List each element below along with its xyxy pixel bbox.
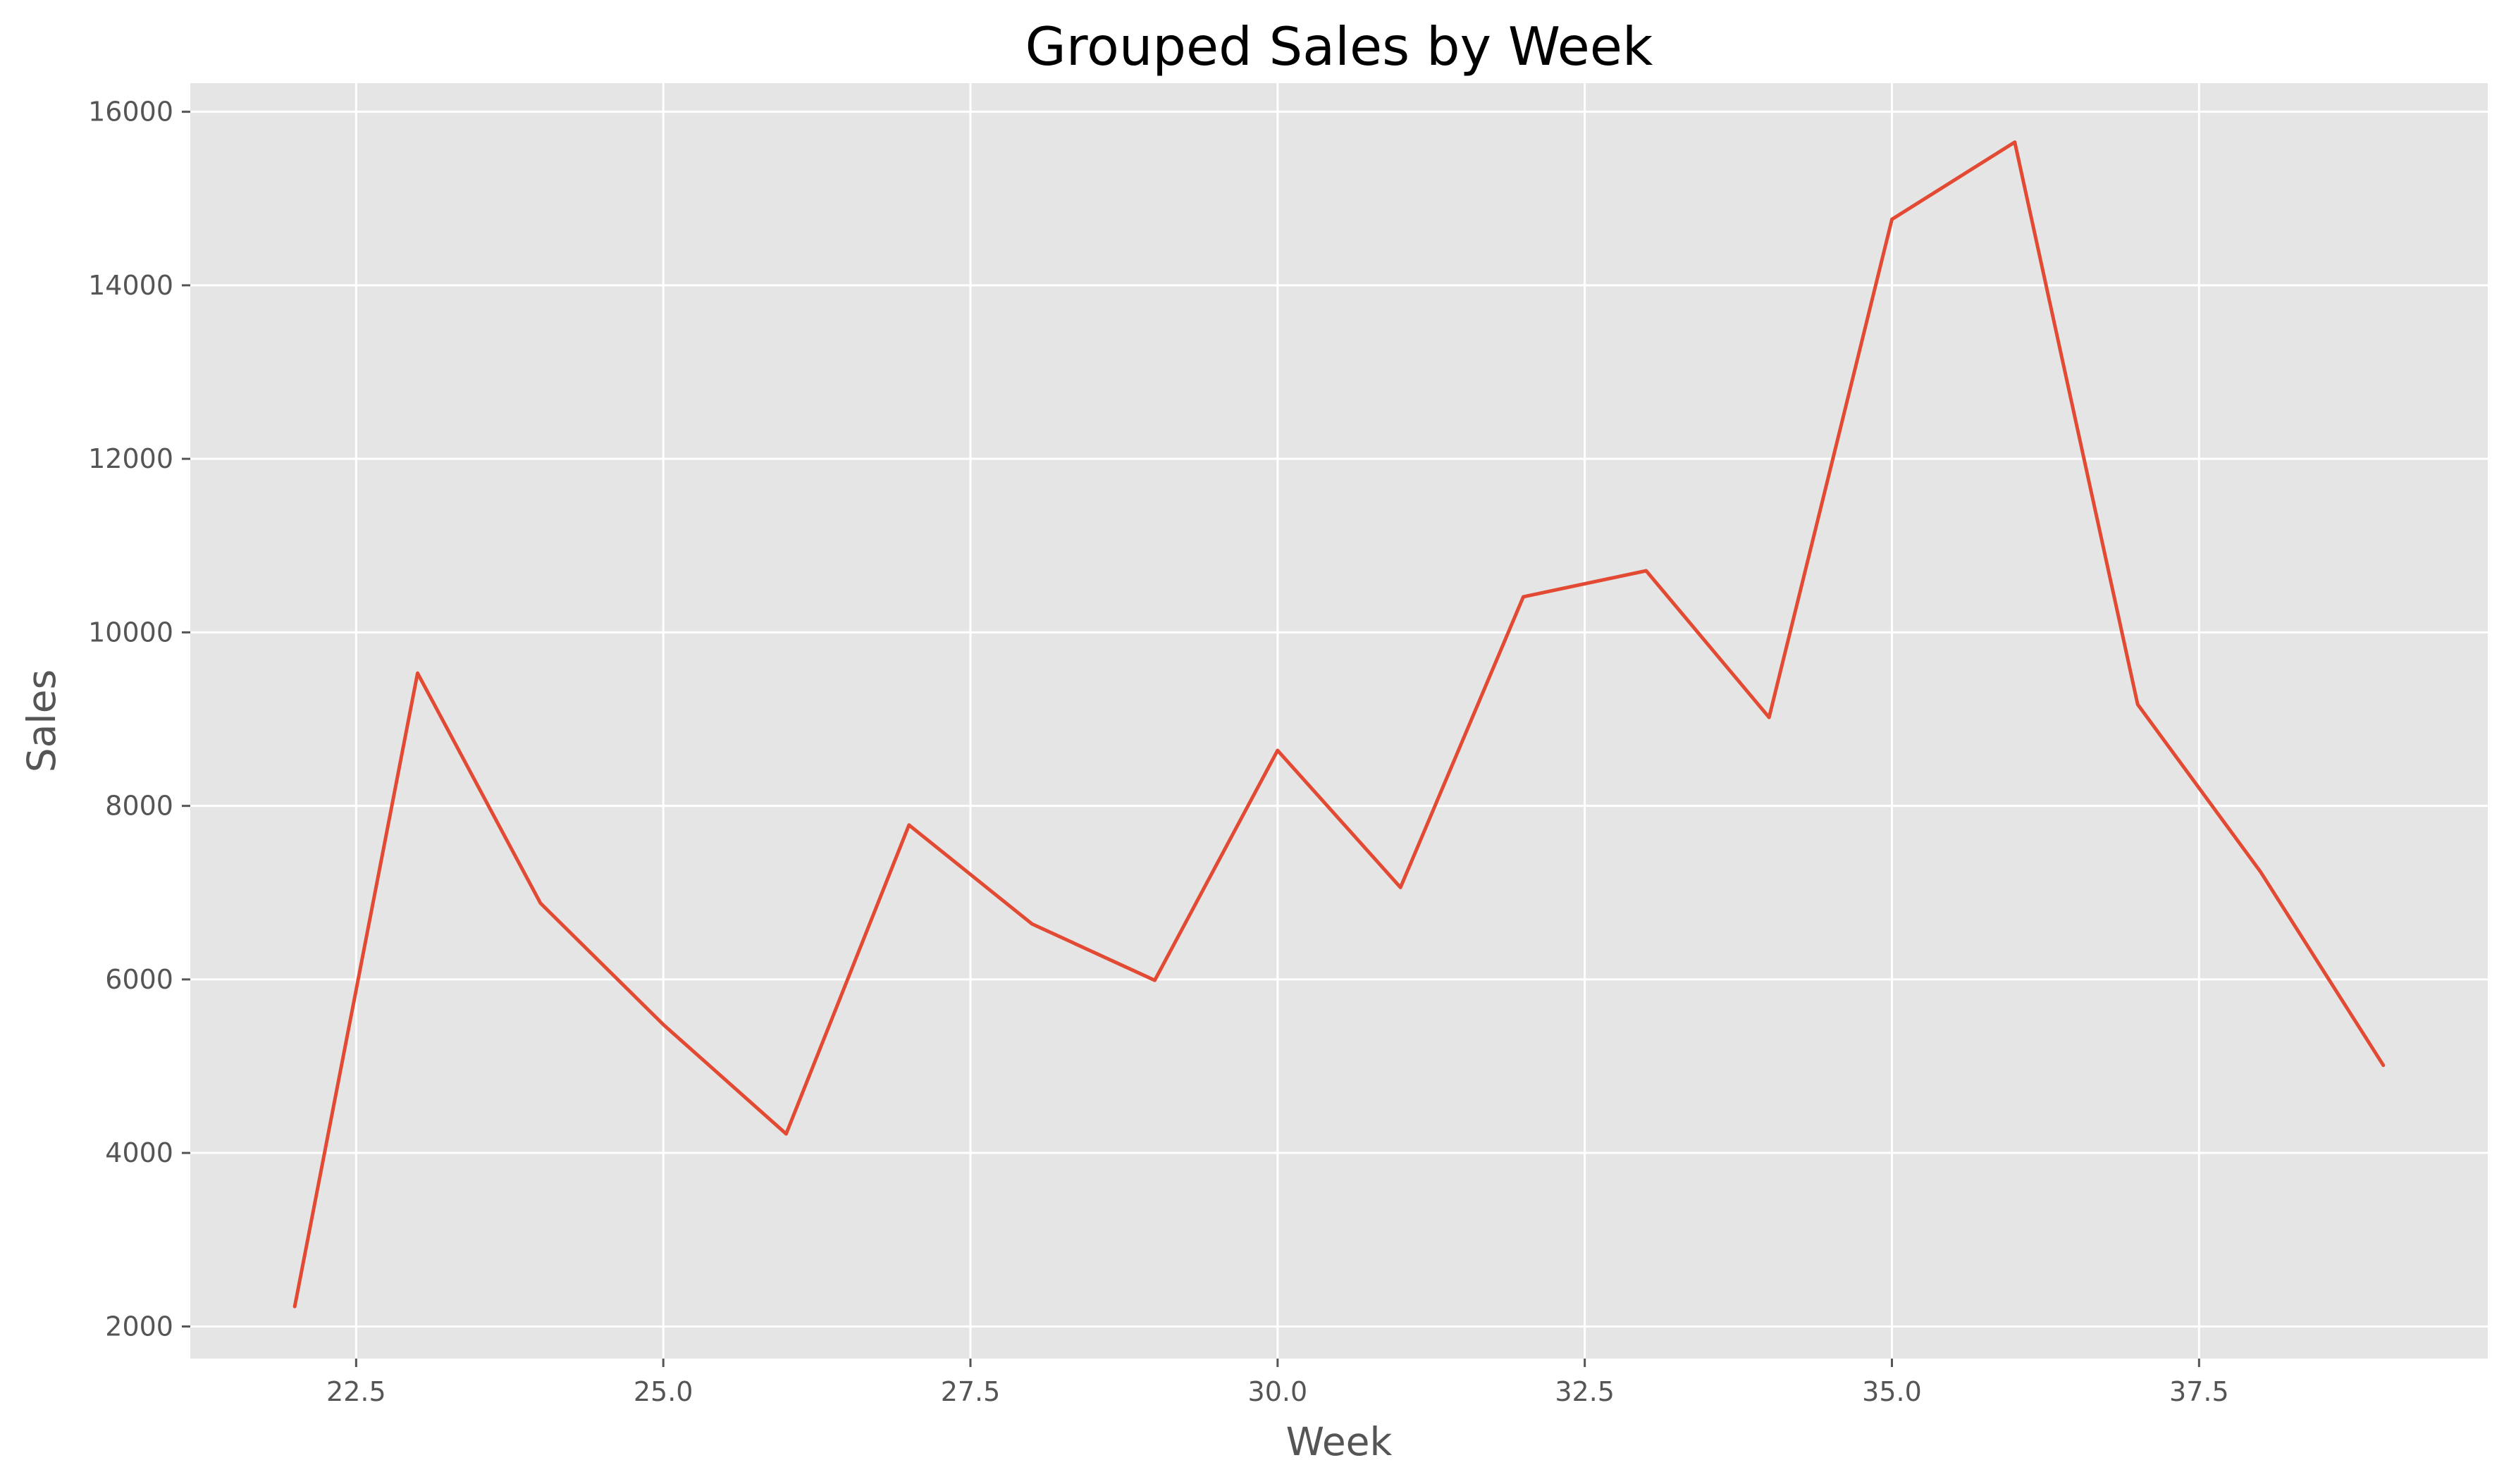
y-tick-label: 6000 bbox=[105, 964, 173, 995]
y-grid bbox=[190, 111, 2488, 1328]
y-tick-label: 4000 bbox=[105, 1137, 173, 1168]
x-tick-label: 27.5 bbox=[941, 1376, 1001, 1407]
y-tick-label: 10000 bbox=[88, 617, 173, 648]
x-axis-label: Week bbox=[1286, 1419, 1393, 1464]
x-grid bbox=[354, 83, 2200, 1359]
sales-series-line bbox=[292, 140, 2386, 1309]
y-tick-label: 14000 bbox=[88, 270, 173, 301]
y-tick-label: 8000 bbox=[105, 791, 173, 822]
x-tick-label: 25.0 bbox=[634, 1376, 693, 1407]
x-tick-label: 30.0 bbox=[1248, 1376, 1308, 1407]
y-tick-label: 16000 bbox=[88, 97, 173, 128]
y-axis: 2000 4000 6000 8000 10000 12000 14000 16000 bbox=[88, 97, 190, 1342]
plot-area bbox=[190, 83, 2488, 1359]
x-tick-label: 37.5 bbox=[2169, 1376, 2229, 1407]
x-axis: 22.5 25.0 27.5 30.0 32.5 35.0 37.5 bbox=[326, 1359, 2229, 1407]
y-tick-label: 2000 bbox=[105, 1311, 173, 1342]
x-tick-label: 32.5 bbox=[1555, 1376, 1615, 1407]
x-tick-label: 22.5 bbox=[326, 1376, 386, 1407]
chart-title: Grouped Sales by Week bbox=[1025, 16, 1653, 78]
y-axis-label: Sales bbox=[19, 669, 64, 772]
y-tick-label: 12000 bbox=[88, 443, 173, 474]
x-tick-label: 35.0 bbox=[1862, 1376, 1922, 1407]
series-layer bbox=[292, 140, 2386, 1309]
